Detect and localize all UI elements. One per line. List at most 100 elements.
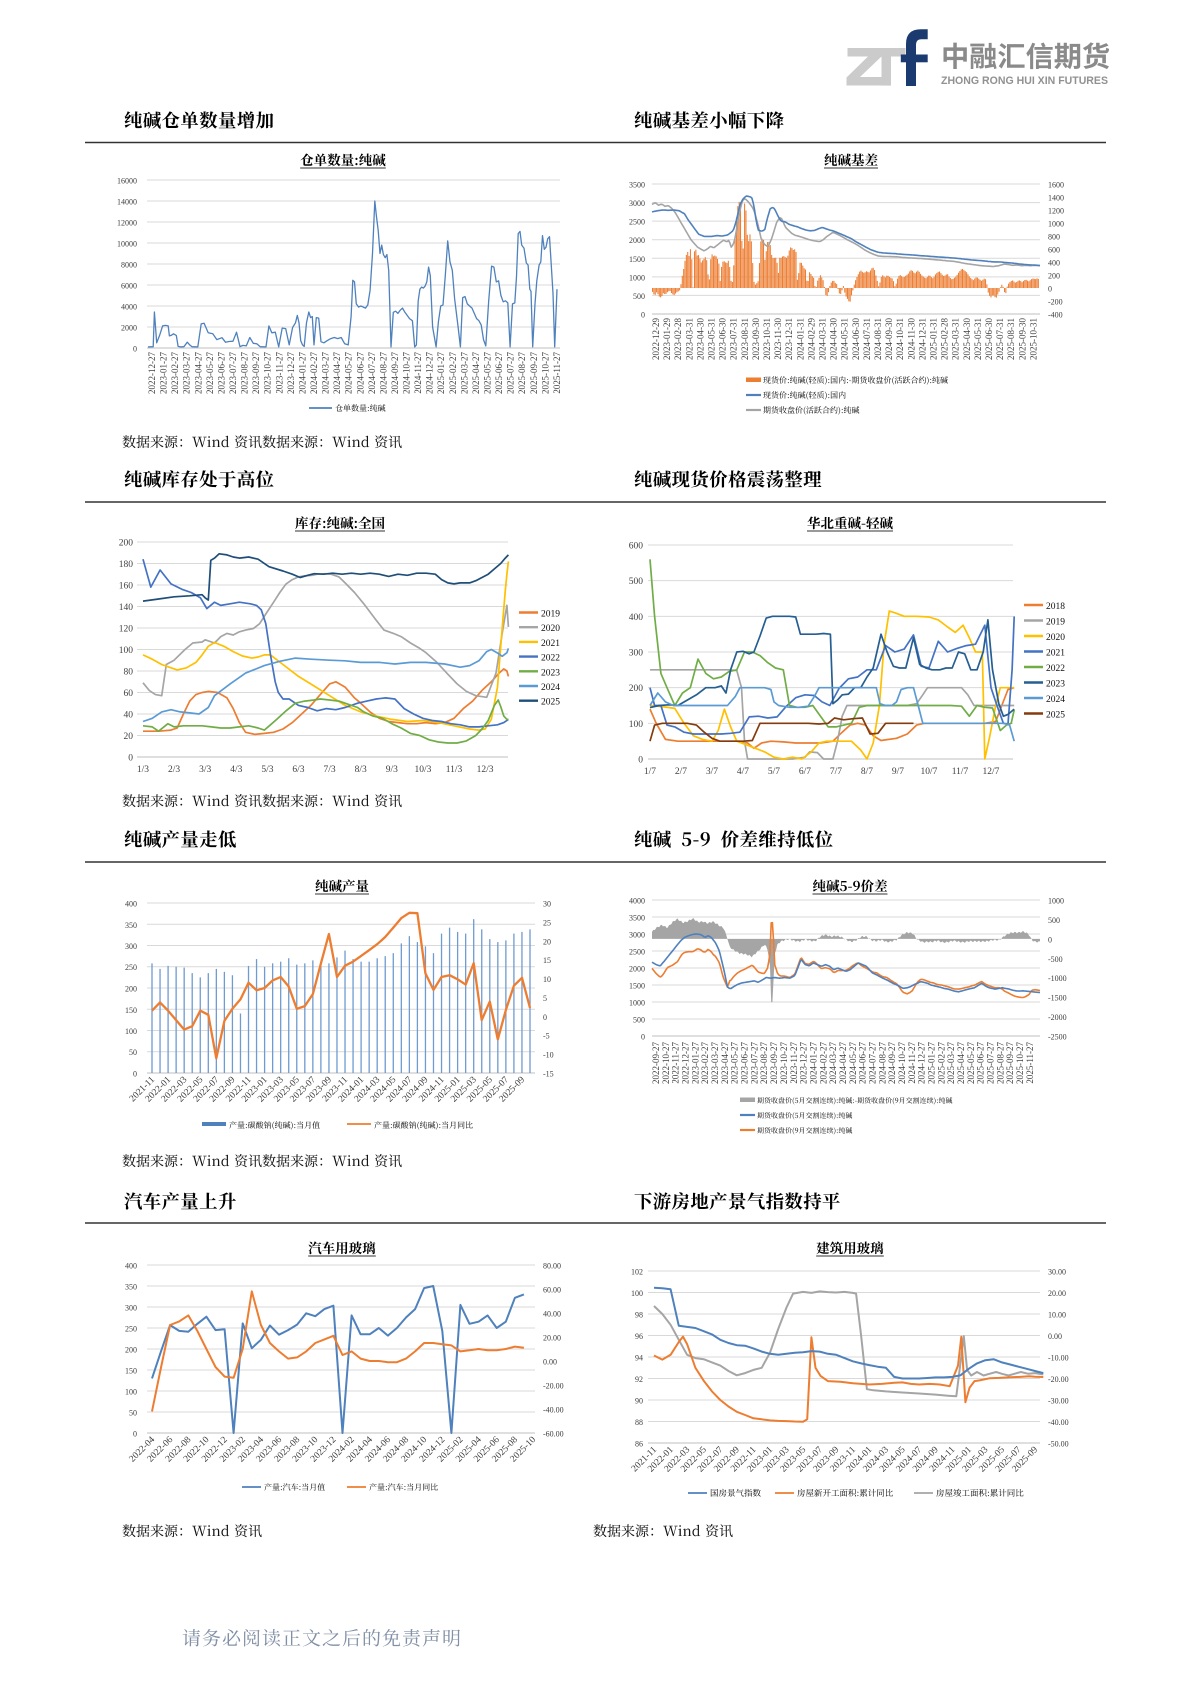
svg-text:400: 400 (629, 613, 644, 623)
svg-text:12/7: 12/7 (983, 767, 1000, 777)
svg-text:2023-12-27: 2023-12-27 (286, 352, 296, 394)
svg-text:9/7: 9/7 (892, 767, 904, 777)
svg-text:2024-08-27: 2024-08-27 (877, 1042, 887, 1084)
svg-text:96: 96 (635, 1332, 643, 1341)
svg-text:-40.00: -40.00 (543, 1406, 564, 1415)
svg-text:2025-01-27: 2025-01-27 (436, 352, 446, 394)
svg-text:2022: 2022 (1046, 664, 1065, 674)
svg-text:2500: 2500 (629, 948, 645, 957)
svg-text:2024-02-29: 2024-02-29 (806, 318, 816, 360)
svg-text:2019: 2019 (541, 610, 560, 620)
svg-text:2025: 2025 (1046, 711, 1065, 721)
svg-text:2025-10-27: 2025-10-27 (540, 352, 550, 394)
svg-text:14000: 14000 (117, 198, 137, 207)
svg-text:2022-12-27: 2022-12-27 (681, 1042, 691, 1084)
svg-text:0.00: 0.00 (543, 1358, 557, 1367)
svg-text:500: 500 (633, 292, 645, 301)
svg-text:3/7: 3/7 (706, 767, 718, 777)
svg-text:0: 0 (128, 754, 133, 764)
svg-text:2025-09-27: 2025-09-27 (529, 352, 539, 394)
svg-text:2025-01-31: 2025-01-31 (929, 318, 939, 360)
svg-text:2024-01-27: 2024-01-27 (808, 1042, 818, 1084)
svg-text:2019: 2019 (1046, 618, 1065, 628)
svg-text:2023-10-27: 2023-10-27 (779, 1042, 789, 1084)
svg-text:2025-07-27: 2025-07-27 (506, 352, 516, 394)
svg-text:60: 60 (124, 689, 134, 699)
svg-text:2023-02-27: 2023-02-27 (170, 352, 180, 394)
svg-text:180: 180 (119, 560, 134, 570)
svg-text:2023-08-31: 2023-08-31 (740, 318, 750, 360)
svg-text:2024-09-27: 2024-09-27 (887, 1042, 897, 1084)
svg-text:2024: 2024 (541, 683, 560, 693)
svg-text:100: 100 (631, 1289, 643, 1298)
svg-text:2025-06-30: 2025-06-30 (984, 318, 994, 360)
svg-text:250: 250 (125, 963, 137, 972)
svg-text:10/7: 10/7 (921, 767, 938, 777)
svg-text:2025-03-31: 2025-03-31 (951, 318, 961, 360)
svg-text:20: 20 (124, 732, 134, 742)
svg-text:2023-01-29: 2023-01-29 (662, 318, 672, 360)
svg-text:2025-04-30: 2025-04-30 (962, 318, 972, 360)
svg-text:150: 150 (125, 1367, 137, 1376)
svg-text:1500: 1500 (629, 255, 645, 264)
svg-text:2024-12-27: 2024-12-27 (425, 352, 435, 394)
svg-text:5/3: 5/3 (261, 765, 273, 775)
svg-text:2024-10-31: 2024-10-31 (895, 318, 905, 360)
svg-text:200: 200 (629, 684, 644, 694)
svg-text:2023-02-28: 2023-02-28 (673, 318, 683, 360)
svg-text:4/3: 4/3 (230, 765, 242, 775)
svg-text:2025: 2025 (541, 698, 560, 708)
svg-text:2024-03-27: 2024-03-27 (321, 352, 331, 394)
svg-text:2024-07-27: 2024-07-27 (367, 352, 377, 394)
svg-text:600: 600 (629, 542, 644, 552)
svg-text:-30.00: -30.00 (1048, 1397, 1069, 1406)
svg-text:350: 350 (125, 921, 137, 930)
svg-text:94: 94 (635, 1354, 643, 1363)
svg-text:2023-05-27: 2023-05-27 (205, 352, 215, 394)
svg-text:102: 102 (631, 1268, 643, 1277)
svg-text:2025-10-31: 2025-10-31 (1028, 318, 1038, 360)
svg-text:0: 0 (133, 1430, 137, 1439)
svg-text:2024-11-27: 2024-11-27 (413, 352, 423, 394)
svg-text:2023-01-27: 2023-01-27 (690, 1042, 700, 1084)
svg-text:8/7: 8/7 (861, 767, 873, 777)
svg-text:3000: 3000 (629, 199, 645, 208)
svg-text:2025-05-27: 2025-05-27 (966, 1042, 976, 1084)
svg-text:2025-02-27: 2025-02-27 (448, 352, 458, 394)
svg-text:2/3: 2/3 (168, 765, 180, 775)
svg-text:200: 200 (125, 985, 137, 994)
svg-text:90: 90 (635, 1397, 643, 1406)
svg-text:30.00: 30.00 (1048, 1268, 1066, 1277)
svg-text:2023-10-31: 2023-10-31 (762, 318, 772, 360)
svg-text:2024-01-27: 2024-01-27 (297, 352, 307, 394)
svg-text:2025-10-27: 2025-10-27 (1015, 1042, 1025, 1084)
svg-text:86: 86 (635, 1440, 643, 1449)
svg-text:1000: 1000 (629, 999, 645, 1008)
svg-text:400: 400 (1048, 259, 1060, 268)
svg-text:2024-07-31: 2024-07-31 (862, 318, 872, 360)
svg-text:2023-06-30: 2023-06-30 (718, 318, 728, 360)
svg-text:2024-11-27: 2024-11-27 (907, 1042, 917, 1084)
svg-text:2025-09-30: 2025-09-30 (1017, 318, 1027, 360)
svg-text:-50.00: -50.00 (1048, 1440, 1069, 1449)
svg-text:40: 40 (124, 711, 134, 721)
svg-text:2024-03-31: 2024-03-31 (818, 318, 828, 360)
svg-text:2024-04-27: 2024-04-27 (332, 352, 342, 394)
svg-text:2000: 2000 (629, 236, 645, 245)
svg-text:-40.00: -40.00 (1048, 1418, 1069, 1427)
svg-text:-15: -15 (543, 1070, 554, 1079)
svg-text:0: 0 (641, 1033, 645, 1042)
svg-text:500: 500 (1048, 916, 1060, 925)
svg-text:60.00: 60.00 (543, 1286, 561, 1295)
svg-text:-400: -400 (1048, 311, 1063, 320)
svg-text:2022-12-27: 2022-12-27 (147, 352, 157, 394)
svg-text:11/7: 11/7 (952, 767, 969, 777)
svg-text:2021: 2021 (1046, 649, 1065, 659)
svg-text:6/3: 6/3 (292, 765, 304, 775)
svg-text:2023-04-27: 2023-04-27 (193, 352, 203, 394)
svg-text:2/7: 2/7 (675, 767, 687, 777)
svg-text:10/3: 10/3 (414, 765, 431, 775)
svg-text:400: 400 (125, 1262, 137, 1271)
svg-text:150: 150 (125, 1006, 137, 1015)
svg-text:10000: 10000 (117, 240, 137, 249)
